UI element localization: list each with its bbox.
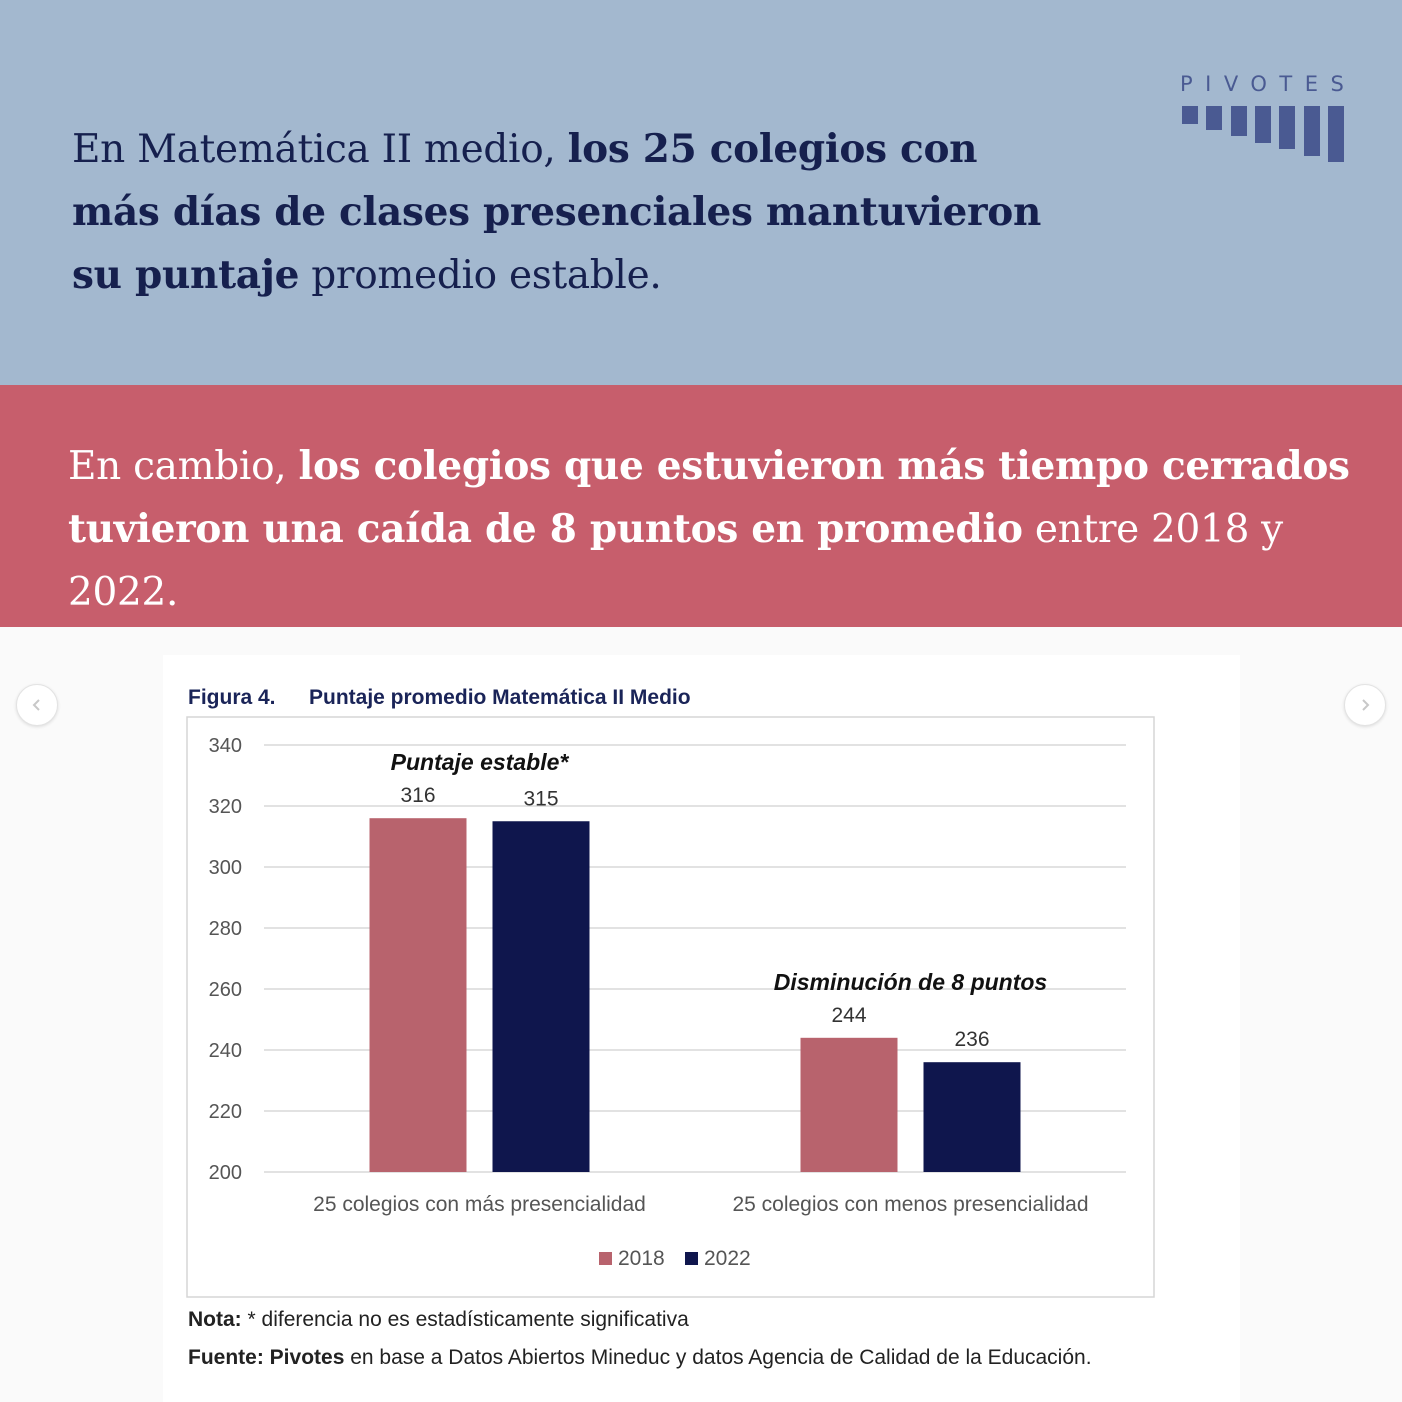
chart-frame	[186, 716, 1155, 1298]
y-tick-label: 280	[209, 918, 242, 940]
data-label: 244	[831, 1004, 866, 1027]
source-label: Fuente:	[188, 1346, 264, 1369]
previous-slide-button[interactable]	[16, 684, 58, 726]
note-label: Nota:	[188, 1308, 242, 1331]
highlight-tail: entre 2018 y 2022.	[68, 507, 1283, 615]
chart-annotation: Puntaje estable*	[391, 749, 570, 775]
y-tick-label: 260	[209, 979, 242, 1001]
bar-2018	[800, 1037, 898, 1172]
x-category-label: 25 colegios con menos presencialidad	[732, 1193, 1088, 1216]
bar-2022	[492, 821, 590, 1172]
y-tick-label: 320	[209, 796, 242, 818]
headline-top-line1-bold: los 25 colegios con	[567, 126, 978, 172]
note-text: * diferencia no es estadísticamente sign…	[247, 1308, 689, 1331]
data-label: 315	[523, 787, 558, 810]
figure-note: Nota: * diferencia no es estadísticament…	[188, 1308, 689, 1332]
headline-highlight: En cambio, los colegios que estuvieron m…	[68, 435, 1368, 624]
x-category-label: 25 colegios con más presencialidad	[313, 1193, 646, 1216]
legend-swatch-2022	[685, 1252, 698, 1265]
figure-number: Figura 4.	[188, 686, 276, 709]
y-tick-label: 240	[209, 1040, 242, 1062]
highlight-band	[0, 385, 1402, 627]
headline-top-line2-bold: más días de clases presenciales mantuvie…	[72, 189, 1042, 235]
bar-2022	[923, 1062, 1021, 1172]
headline-top-line3-bold: su puntaje	[72, 252, 300, 298]
figure-title: Figura 4. Puntaje promedio Matemática II …	[188, 686, 691, 710]
chart-annotation: Disminución de 8 puntos	[774, 969, 1047, 995]
figure-title-text: Puntaje promedio Matemática II Medio	[309, 686, 691, 709]
legend-label: 2018	[618, 1247, 665, 1270]
logo-bars-icon	[1182, 106, 1344, 162]
legend-swatch-2018	[599, 1252, 612, 1265]
data-label: 316	[400, 784, 435, 807]
y-tick-label: 300	[209, 857, 242, 879]
highlight-bold2: tuvieron una caída de 8 puntos en promed…	[68, 506, 1023, 552]
figure-source: Fuente: Pivotes en base a Datos Abiertos…	[188, 1346, 1092, 1370]
highlight-lead: En cambio,	[68, 444, 287, 489]
headline-top-line3-plain: promedio estable.	[311, 253, 662, 298]
next-slide-button[interactable]	[1344, 684, 1386, 726]
legend-label: 2022	[704, 1247, 751, 1270]
chevron-right-icon	[1362, 699, 1370, 711]
header-band	[0, 0, 1402, 385]
logo-wordmark: PIVOTES	[1180, 72, 1357, 96]
headline-top: En Matemática II medio, los 25 colegios …	[72, 118, 1052, 307]
pivotes-logo: PIVOTES	[1180, 72, 1350, 167]
bar-2018	[369, 818, 467, 1172]
source-bold: Pivotes	[269, 1346, 345, 1369]
chevron-left-icon	[32, 699, 40, 711]
y-tick-label: 220	[209, 1101, 242, 1123]
y-tick-label: 200	[209, 1162, 242, 1184]
data-label: 236	[954, 1028, 989, 1051]
headline-top-line1-plain: En Matemática II medio,	[72, 127, 556, 172]
source-text: en base a Datos Abiertos Mineduc y datos…	[350, 1346, 1092, 1369]
highlight-bold1: los colegios que estuvieron más tiempo c…	[298, 443, 1350, 489]
y-tick-label: 340	[209, 735, 242, 757]
